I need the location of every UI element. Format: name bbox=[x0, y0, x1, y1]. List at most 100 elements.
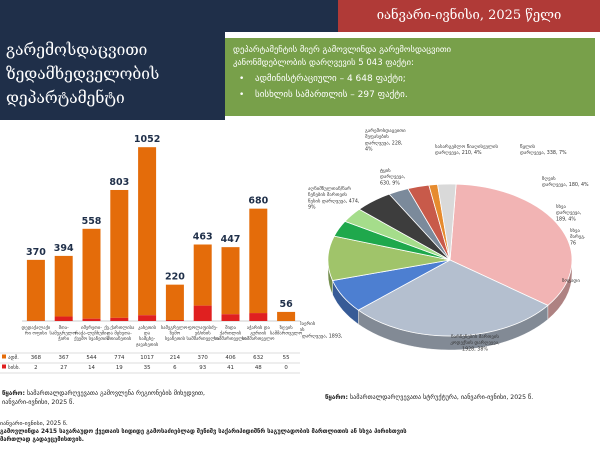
bar-total-label-1: 394 bbox=[54, 243, 74, 254]
bar-total-label-6: 463 bbox=[193, 232, 213, 243]
bar-category-label-1-0: მთა- bbox=[59, 324, 69, 331]
bar-total-label-8: 680 bbox=[248, 196, 268, 207]
bar-admin-5 bbox=[165, 284, 184, 321]
bar-criminal-1 bbox=[54, 316, 73, 321]
bar-category-label-3-1: და მცხეთა- bbox=[107, 330, 132, 337]
pie-label-9-0: სხვა bbox=[570, 227, 580, 234]
bar-criminal-2 bbox=[82, 318, 101, 321]
bar-total-label-2: 558 bbox=[82, 216, 102, 227]
pie-label-7-1: დარღვევა, 180, 4% bbox=[542, 181, 589, 188]
footnote-line-1: იანვარი-ივნისი, 2025 წ. bbox=[0, 421, 68, 427]
bar-category-label-6-1: ებ/ინის bbox=[195, 330, 211, 337]
pie-label-1-0: ატმ. ჰაერის bbox=[300, 320, 316, 327]
facts-bullet-admin: • ადმინისტრაციული – 4 648 ფაქტი; bbox=[239, 74, 406, 84]
table-criminal-value-8: 48 bbox=[255, 365, 262, 371]
pie-label-7-0: ზღვის bbox=[542, 175, 556, 182]
bar-category-label-5-1: ზემო bbox=[170, 330, 181, 337]
table-criminal-value-2: 14 bbox=[88, 365, 95, 371]
table-admin-value-2: 544 bbox=[86, 355, 97, 361]
bar-admin-2 bbox=[82, 228, 101, 319]
pie-label-3-2: 630, 9% bbox=[380, 180, 400, 186]
bar-category-label-3-2: მთიანეთის bbox=[107, 335, 132, 342]
bar-category-label-4-0: კახეთის bbox=[138, 324, 156, 331]
left-source-text: სამართალდარღვევათა გამოვლენა რეგიონების … bbox=[26, 390, 205, 397]
pie-label-4-0: გარემოსდაცვითი bbox=[365, 127, 406, 134]
title-line-3: დეპარტამენტი bbox=[6, 89, 125, 107]
facts-box: დეპარტამენტის მიერ გამოვლინდა გარემოსდაც… bbox=[225, 38, 595, 116]
bar-category-label-1-1: სამეგრელო- bbox=[50, 330, 79, 337]
bar-total-label-3: 803 bbox=[109, 177, 129, 188]
pie-label-0-2: 1928, 38% bbox=[462, 346, 488, 352]
bar-category-label-9-1: სამმართველო bbox=[270, 330, 303, 337]
bar-total-label-9: 56 bbox=[279, 299, 293, 310]
bar-category-label-6-2: სამმართველო bbox=[187, 335, 220, 342]
pie-label-3-1: დარღვევა, bbox=[380, 173, 406, 180]
bar-total-label-4: 1052 bbox=[134, 134, 160, 145]
bar-criminal-3 bbox=[110, 317, 129, 321]
facts-bullet-criminal-text: სისხლის სამართლის – 297 ფაქტი. bbox=[255, 90, 408, 100]
bar-admin-4 bbox=[138, 147, 157, 316]
table-criminal-value-5: 6 bbox=[173, 365, 177, 371]
bar-admin-6 bbox=[193, 244, 212, 306]
bar-category-label-7-0: შიდა bbox=[225, 324, 237, 331]
bar-admin-0 bbox=[26, 259, 45, 321]
pie-label-1-1: დაცვის bbox=[300, 326, 305, 333]
table-admin-value-6: 370 bbox=[198, 355, 209, 361]
pie-label-8-0: სხვა bbox=[556, 203, 566, 210]
pie-label-4-3: 4% bbox=[365, 147, 373, 153]
legend-label-0: ადმ. bbox=[8, 354, 19, 361]
bar-category-label-8-0: აჭარის და bbox=[247, 324, 271, 331]
bar-admin-8 bbox=[249, 208, 268, 314]
pie-label-4-2: დარღვევა, 228, bbox=[365, 139, 403, 146]
bar-category-label-5-2: სვანეთის bbox=[165, 335, 186, 342]
bar-total-label-5: 220 bbox=[165, 272, 185, 283]
bar-category-label-4-3: ჯავახეთის bbox=[136, 341, 159, 348]
pie-label-9-2: 76 bbox=[570, 240, 576, 246]
title-line-2: ზედამხედველობის bbox=[6, 65, 160, 83]
bar-admin-7 bbox=[221, 247, 240, 315]
table-admin-value-5: 214 bbox=[170, 355, 181, 361]
bar-admin-1 bbox=[54, 255, 73, 317]
pie-label-6-0: წყლის bbox=[520, 143, 536, 150]
date-range-banner: იანვარი-ივნისი, 2025 წელი bbox=[338, 0, 600, 32]
footnote-line-3: მართლად გადაეცემისთვის. bbox=[0, 437, 84, 443]
pie-label-5-0: სასარგებლო წიაღისეულის bbox=[435, 143, 499, 150]
pie-label-0-1: კოდექსის დარღვევა, bbox=[450, 339, 500, 346]
bar-category-label-8-2: სამმართველო bbox=[242, 335, 275, 342]
bar-total-label-0: 370 bbox=[26, 247, 46, 258]
bar-category-label-4-2: სამცხე- bbox=[139, 335, 155, 342]
table-criminal-value-4: 35 bbox=[144, 365, 151, 371]
pie-label-10-0: ზოგადი bbox=[562, 277, 580, 284]
table-admin-value-1: 367 bbox=[59, 355, 69, 361]
legend-swatch-0 bbox=[2, 354, 6, 359]
table-criminal-value-0: 2 bbox=[34, 365, 37, 371]
left-source: წყარო: სამართალდარღვევათა გამოვლენა რეგი… bbox=[2, 389, 205, 407]
pie-label-9-1: მარეგ. bbox=[570, 233, 586, 240]
pie-label-2-0: აღნიშნულთან/ნარ bbox=[308, 185, 351, 192]
table-criminal-value-6: 93 bbox=[199, 365, 206, 371]
facts-bullet-criminal: • სისხლის სამართლის – 297 ფაქტი. bbox=[239, 90, 408, 100]
table-criminal-value-1: 27 bbox=[60, 365, 67, 371]
right-source-label: წყარო: bbox=[325, 394, 348, 401]
bar-category-label-1-2: ჭირი bbox=[58, 335, 69, 342]
bar-category-label-2-0: იმერეთი- bbox=[81, 324, 102, 331]
bar-category-label-7-2: სამმართველო bbox=[214, 335, 247, 342]
facts-bullet-admin-text: ადმინისტრაციული – 4 648 ფაქტი; bbox=[255, 74, 406, 84]
bar-criminal-7 bbox=[221, 314, 240, 321]
bar-category-label-3-0: ქვ.ქართლისა bbox=[104, 324, 135, 331]
table-admin-value-9: 55 bbox=[283, 355, 290, 361]
header-spacer bbox=[215, 32, 225, 120]
title-line-1: გარემოსდაცვითი bbox=[6, 41, 148, 59]
bar-category-label-5-0: სამეგრელო- bbox=[161, 324, 190, 331]
bar-criminal-6 bbox=[193, 305, 212, 321]
pie-slice-10 bbox=[437, 183, 457, 261]
bar-category-label-2-1: რაჭა-ლეჩხუმი- bbox=[75, 330, 109, 337]
pie-label-3-0: ტყის bbox=[380, 167, 391, 174]
left-source-label: წყარო: bbox=[2, 390, 25, 397]
bar-category-label-0-0: დედაქალაქი bbox=[21, 324, 50, 331]
table-admin-value-7: 406 bbox=[225, 355, 236, 361]
facts-line-1: დეპარტამენტის მიერ გამოვლინდა გარემოსდაც… bbox=[233, 45, 452, 55]
bar-category-label-8-1: გურიის bbox=[250, 330, 266, 337]
pie-slice-1 bbox=[357, 259, 549, 337]
